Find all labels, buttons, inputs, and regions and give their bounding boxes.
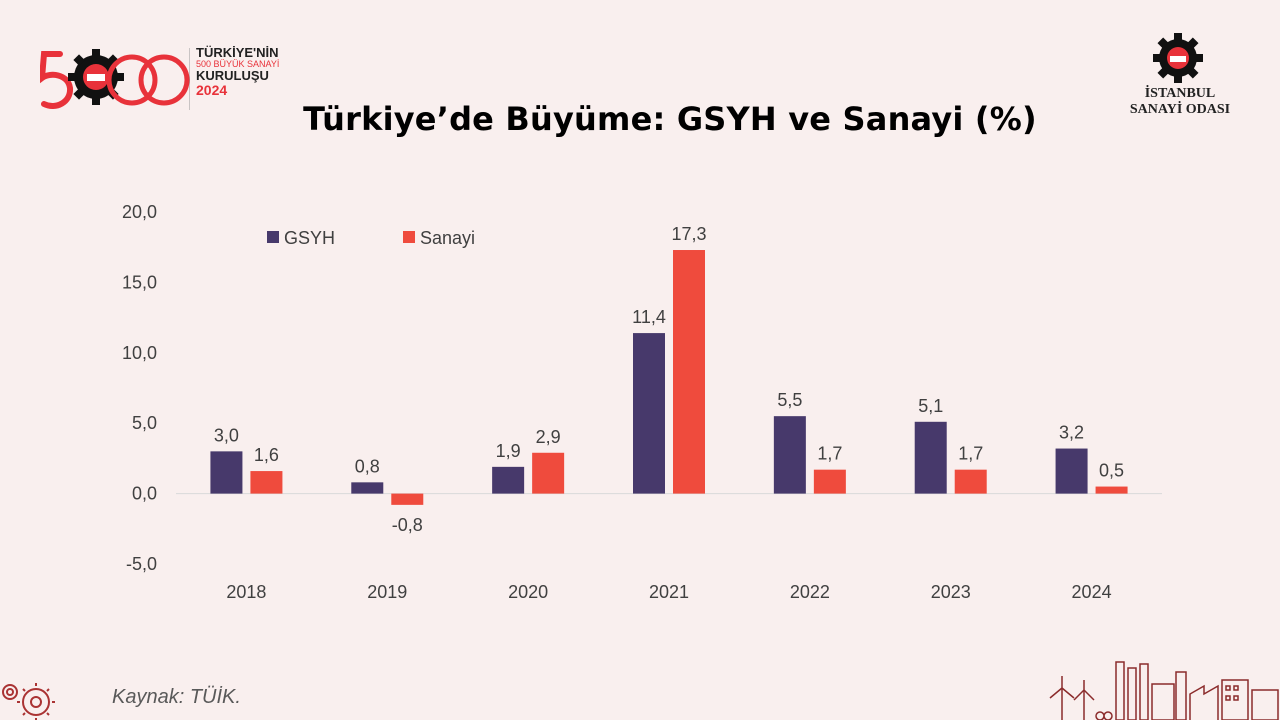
bar-gsyh (633, 333, 665, 494)
brand-line-2: 500 BÜYÜK SANAYİ (196, 58, 280, 69)
iso-500-emblem-icon (38, 48, 191, 110)
bar-sanayi (391, 493, 424, 505)
data-label: 5,1 (918, 396, 943, 416)
y-tick-label: 20,0 (122, 202, 157, 222)
data-label: 1,7 (817, 444, 842, 464)
bar-sanayi (532, 452, 565, 494)
bar-gsyh (914, 421, 947, 494)
data-label: 2,9 (536, 427, 561, 447)
legend-label-sanayi: Sanayi (420, 228, 475, 248)
bar-gsyh (773, 416, 806, 494)
bar-sanayi (1095, 486, 1128, 494)
x-tick-label: 2023 (931, 582, 971, 602)
brand-line-4: 2024 (196, 81, 228, 98)
org-name-line-1: İSTANBUL (1144, 86, 1216, 101)
data-label: 3,2 (1059, 423, 1084, 443)
data-label: 3,0 (214, 425, 239, 445)
y-tick-label: 15,0 (122, 272, 157, 292)
data-label: 11,4 (632, 307, 666, 327)
legend-label-gsyh: GSYH (284, 228, 335, 248)
iso-500-logo: TÜRKİYE'NİN 500 BÜYÜK SANAYİ KURULUŞU 20… (38, 44, 290, 114)
bar-sanayi (250, 471, 283, 494)
iso-500-brand-text: TÜRKİYE'NİN 500 BÜYÜK SANAYİ KURULUŞU 20… (196, 46, 279, 97)
data-label: 5,5 (777, 390, 802, 410)
data-label: 0,5 (1099, 461, 1124, 481)
bar-sanayi (954, 469, 987, 494)
data-label: -0,8 (392, 515, 423, 535)
industry-skyline-icon (1049, 661, 1279, 720)
iso-gear-icon (1153, 33, 1203, 83)
brand-line-1: TÜRKİYE'NİN (196, 45, 279, 60)
x-tick-label: 2019 (367, 582, 407, 602)
gears-decoration-icon (2, 683, 55, 720)
bar-gsyh (210, 451, 243, 494)
brand-line-3: KURULUŞU (196, 68, 269, 84)
org-name-line-2: SANAYİ ODASI (1129, 102, 1231, 118)
x-tick-label: 2021 (649, 582, 689, 602)
org-name: İSTANBUL SANAYİ ODASI (1110, 86, 1250, 118)
bar-sanayi (813, 469, 846, 494)
data-label: 1,9 (496, 441, 521, 461)
data-label: 0,8 (355, 456, 380, 476)
bar-sanayi (673, 250, 705, 494)
legend-swatch-sanayi (403, 231, 415, 243)
legend-swatch-gsyh (267, 231, 279, 243)
bar-gsyh (492, 466, 525, 494)
y-tick-label: 10,0 (122, 343, 157, 363)
istanbul-sanayi-odasi-logo: İSTANBUL SANAYİ ODASI (1110, 32, 1250, 122)
y-tick-label: 0,0 (132, 484, 157, 504)
x-tick-label: 2022 (790, 582, 830, 602)
y-tick-label: -5,0 (126, 554, 157, 574)
x-tick-label: 2018 (226, 582, 266, 602)
bar-gsyh (351, 482, 384, 494)
y-tick-label: 5,0 (132, 413, 157, 433)
source-note: Kaynak: TÜİK. (112, 686, 241, 708)
page-title: Türkiye’de Büyüme: GSYH ve Sanayi (%) (303, 100, 1037, 138)
x-tick-label: 2024 (1072, 582, 1112, 602)
data-label: 1,7 (958, 444, 983, 464)
bar-gsyh (1055, 448, 1088, 494)
x-tick-label: 2020 (508, 582, 548, 602)
data-label: 1,6 (254, 445, 279, 465)
data-label: 17,3 (671, 224, 706, 244)
